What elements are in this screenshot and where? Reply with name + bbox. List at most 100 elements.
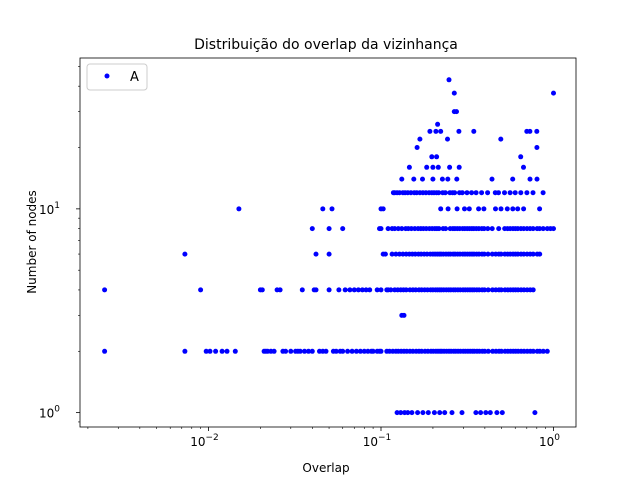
data-point: [551, 226, 556, 232]
x-tick-label: 10−1: [363, 433, 392, 449]
data-point: [521, 164, 526, 170]
data-point: [425, 410, 431, 416]
data-point: [365, 348, 371, 354]
data-point: [544, 348, 550, 354]
data-point: [414, 145, 420, 150]
data-point: [540, 226, 546, 232]
data-point: [302, 348, 307, 354]
data-point: [382, 251, 388, 257]
data-point: [510, 206, 516, 212]
data-point: [297, 348, 303, 354]
data-point: [537, 348, 543, 354]
data-point: [326, 251, 332, 257]
data-point: [361, 348, 367, 354]
data-point: [288, 348, 294, 354]
legend-marker: [104, 73, 110, 79]
data-point: [392, 226, 398, 232]
data-point: [213, 348, 219, 354]
data-point: [259, 287, 265, 293]
data-point: [420, 176, 425, 182]
data-point: [333, 348, 339, 354]
data-point: [271, 348, 277, 354]
data-point: [537, 206, 543, 212]
data-point: [481, 226, 487, 232]
data-point: [420, 410, 426, 416]
data-point: [329, 206, 335, 212]
data-point: [462, 206, 467, 212]
data-point: [378, 226, 384, 232]
x-tick-label: 100: [539, 433, 560, 449]
data-point: [537, 226, 543, 232]
data-point: [367, 287, 373, 293]
data-point: [320, 206, 326, 212]
data-point: [389, 251, 395, 257]
data-point: [342, 287, 348, 293]
data-point: [351, 287, 357, 293]
data-point: [430, 164, 436, 170]
data-point: [518, 154, 524, 160]
data-point: [485, 348, 491, 354]
data-point: [401, 312, 407, 318]
data-point: [207, 348, 213, 354]
data-point: [436, 226, 442, 232]
data-point: [449, 410, 455, 416]
data-point: [299, 287, 305, 293]
data-point: [498, 348, 504, 354]
data-point: [224, 348, 230, 354]
data-point: [323, 348, 329, 354]
data-point: [283, 348, 289, 354]
data-point: [479, 190, 485, 196]
data-point: [447, 164, 453, 170]
data-point: [399, 176, 405, 182]
data-point: [378, 287, 384, 293]
data-point: [399, 226, 405, 232]
data-point: [442, 190, 448, 196]
data-point: [313, 287, 319, 293]
data-point: [459, 190, 465, 196]
data-point: [378, 348, 384, 354]
y-tick-label: 100: [39, 405, 60, 421]
data-point: [537, 251, 543, 257]
data-point: [345, 348, 351, 354]
data-point: [446, 77, 452, 83]
data-point: [456, 128, 462, 134]
data-point: [357, 348, 363, 354]
data-point: [530, 348, 536, 354]
x-axis-label: Overlap: [302, 461, 349, 475]
data-point: [355, 287, 361, 293]
data-point: [498, 136, 504, 142]
data-point: [438, 128, 444, 134]
data-point: [478, 410, 484, 416]
data-point: [476, 206, 482, 212]
y-axis-label: Number of nodes: [25, 190, 39, 294]
x-tick-label: 10−2: [190, 433, 219, 449]
data-point: [499, 410, 505, 416]
data-point: [427, 128, 433, 134]
data-point: [424, 164, 430, 170]
data-point: [437, 410, 443, 416]
data-point: [456, 164, 462, 170]
data-point: [435, 164, 441, 170]
data-point: [438, 206, 444, 212]
data-point: [395, 226, 401, 232]
data-point: [277, 287, 283, 293]
data-point: [182, 251, 188, 257]
data-point: [515, 206, 521, 212]
data-point: [232, 348, 238, 354]
data-point: [436, 190, 442, 196]
data-point: [374, 287, 380, 293]
data-point: [434, 154, 440, 160]
data-point: [431, 410, 437, 416]
data-point: [473, 190, 479, 196]
data-point: [498, 287, 504, 293]
data-point: [493, 206, 498, 212]
data-point: [471, 128, 477, 134]
data-point: [469, 190, 475, 196]
data-point: [203, 348, 209, 354]
data-point: [481, 251, 487, 257]
data-point: [496, 190, 501, 196]
chart-title: Distribuição do overlap da vizinhança: [194, 37, 458, 53]
data-point: [393, 251, 399, 257]
data-point: [530, 190, 536, 196]
